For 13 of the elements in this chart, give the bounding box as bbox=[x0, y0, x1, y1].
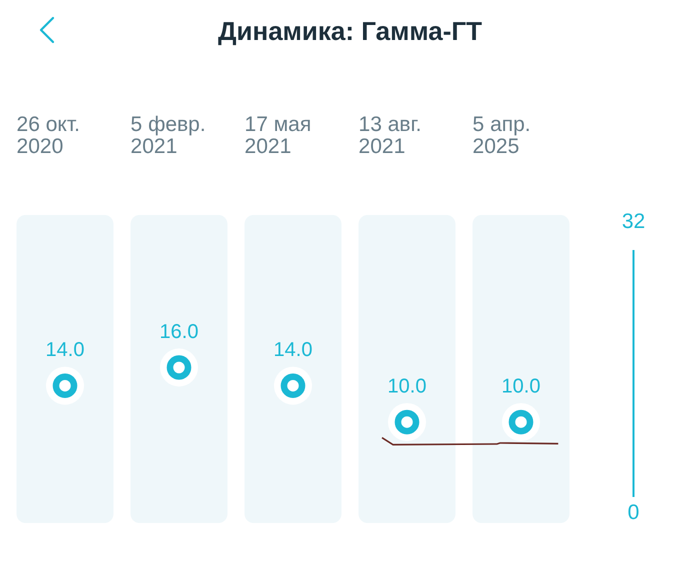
x-tick-label: 13 авг. 2021 bbox=[358, 112, 422, 158]
chart-title: Динамика: Гамма-ГТ bbox=[217, 15, 483, 48]
x-tick-label: 17 мая 2021 bbox=[244, 112, 312, 158]
y-tick-label: 32 bbox=[622, 210, 646, 233]
x-tick-label: 5 февр. 2021 bbox=[130, 112, 206, 158]
x-tick-label: 26 окт. 2020 bbox=[16, 112, 80, 158]
data-label: 10.0 bbox=[502, 376, 540, 398]
data-label: 14.0 bbox=[46, 339, 84, 362]
data-label: 16.0 bbox=[160, 321, 198, 344]
y-tick-label: 0 bbox=[628, 500, 640, 524]
data-label: 10.0 bbox=[388, 376, 426, 398]
x-tick-label: 5 апр. 2025 bbox=[472, 112, 531, 158]
data-label: 14.0 bbox=[274, 339, 312, 362]
